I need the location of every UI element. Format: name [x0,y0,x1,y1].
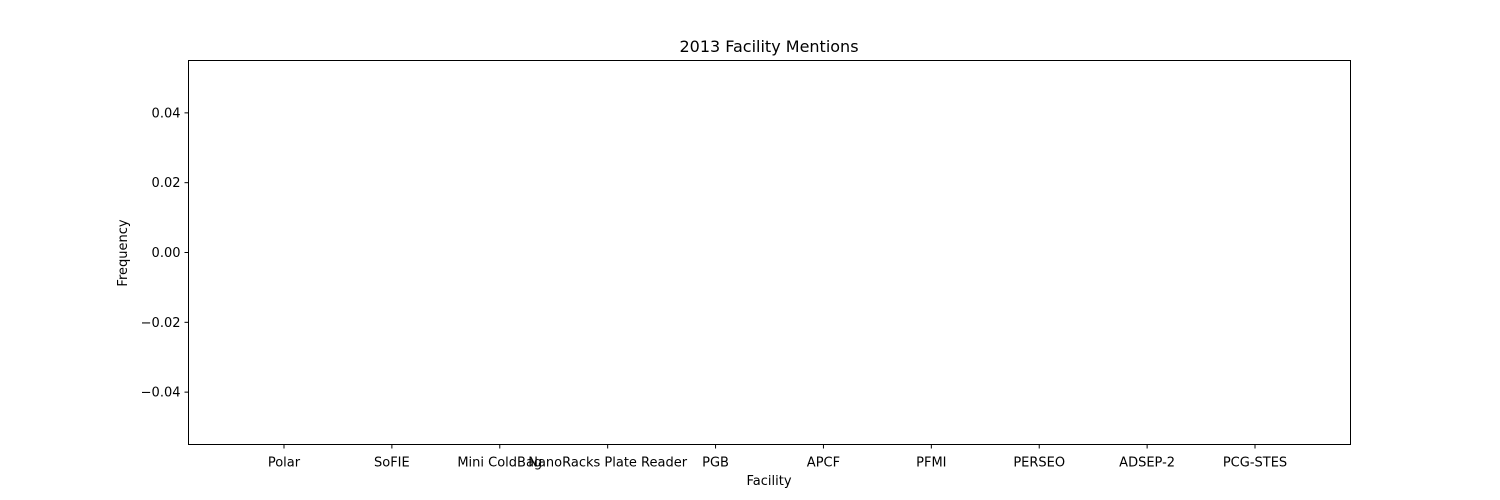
y-axis-ticks: 0.04 0.02 0.00 −0.02 −0.04 [141,106,189,401]
y-axis-label: Frequency [116,219,131,286]
x-tick-label: PCG-STES [1223,456,1287,471]
x-tick-label: NanoRacks Plate Reader [528,456,687,471]
y-tick-label: −0.02 [141,316,181,331]
plot-area-frame [188,60,1351,445]
y-tick-label: 0.02 [152,176,181,191]
x-axis-label: Facility [746,474,791,489]
chart-title: 2013 Facility Mentions [679,37,858,56]
x-tick-label: PERSEO [1013,456,1065,471]
y-tick-label: 0.04 [152,106,181,121]
x-tick-label: PGB [702,456,729,471]
x-tick-label: PFMI [916,456,946,471]
x-tick-label: SoFIE [374,456,410,471]
x-tick-label: APCF [807,456,840,471]
x-tick-label: ADSEP-2 [1119,456,1175,471]
x-tick-label: Mini ColdBag [457,456,542,471]
y-tick-label: −0.04 [141,386,181,401]
y-tick-label: 0.00 [152,246,181,261]
x-tick-label: Polar [268,456,301,471]
